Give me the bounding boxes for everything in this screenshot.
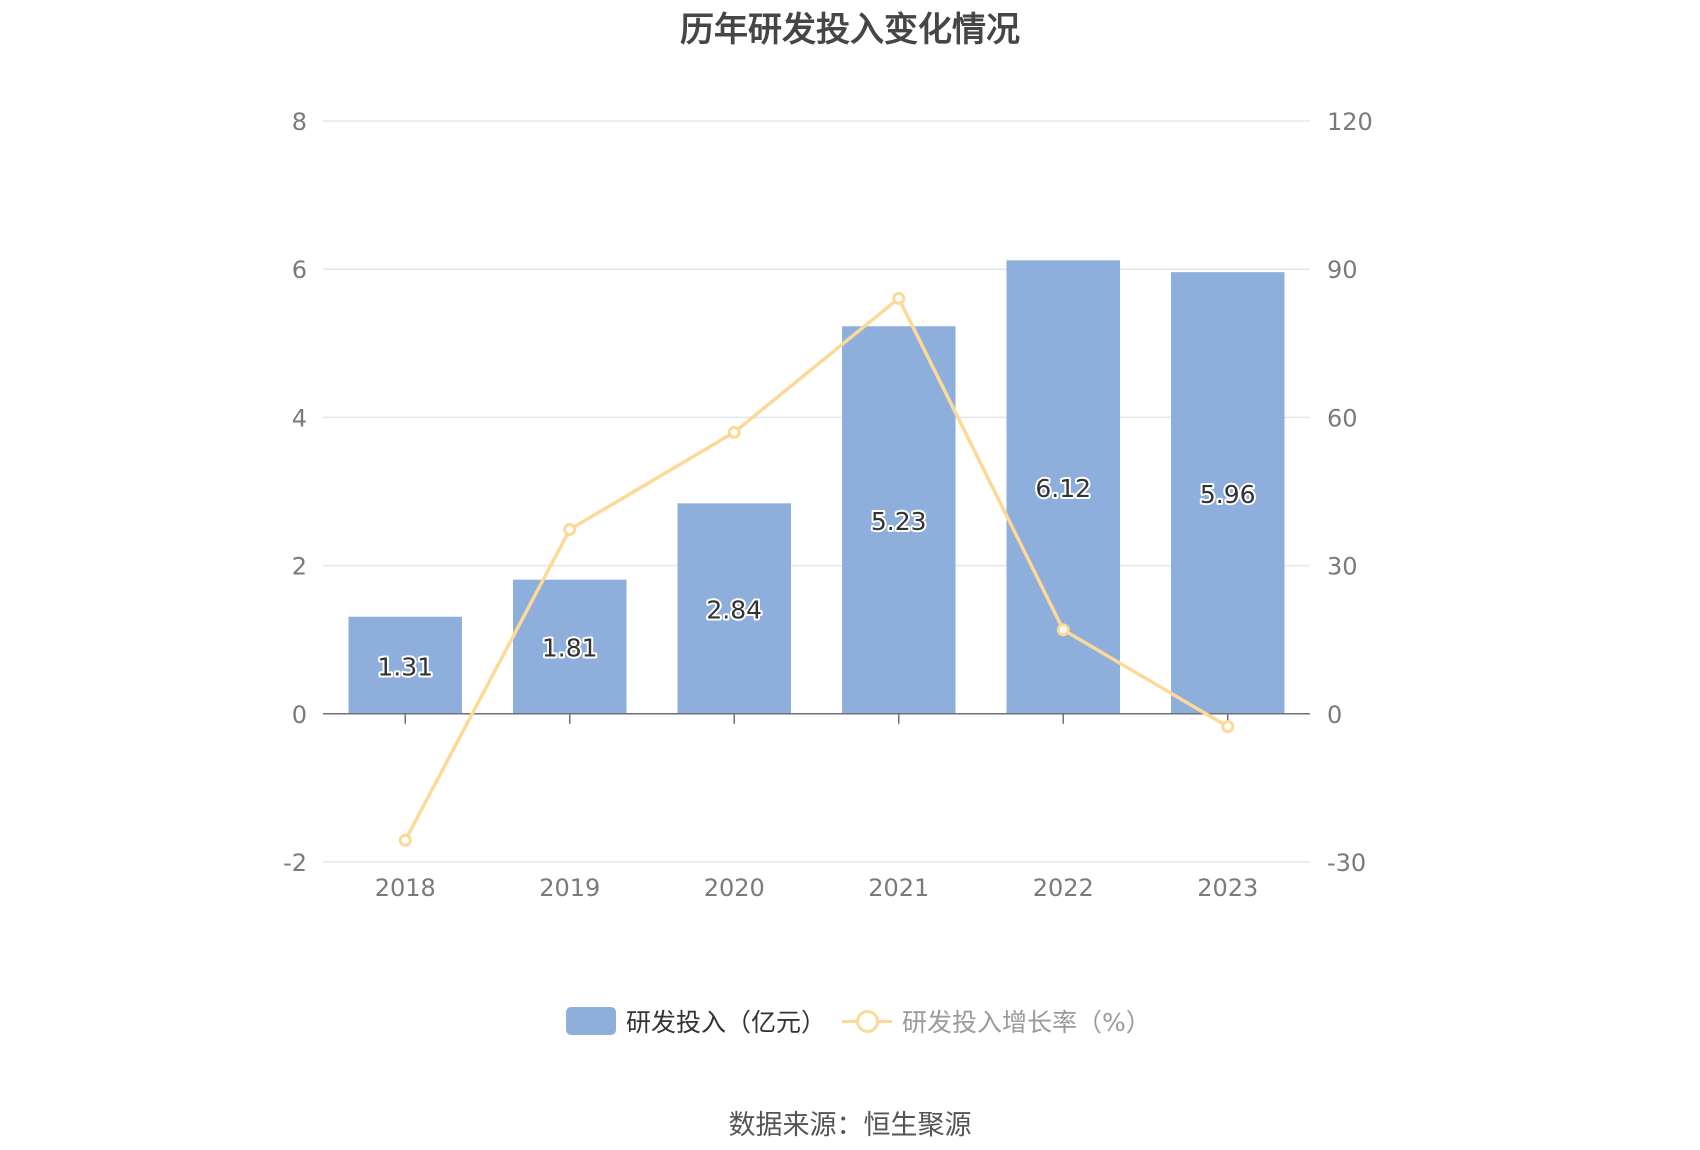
y-left-tick-label: 2 xyxy=(292,553,307,581)
y-right-tick-label: -30 xyxy=(1327,849,1366,877)
bar[interactable] xyxy=(1170,272,1285,714)
grid-layer xyxy=(323,120,1310,863)
label-layer: 1.31 1.81 2.84 5.23 6.12 5.96 xyxy=(375,472,1257,683)
growth-point[interactable] xyxy=(563,523,577,537)
bar-value-label: 5.23 xyxy=(871,507,927,536)
x-tick-label: 2022 xyxy=(1033,874,1094,902)
legend-line-swatch xyxy=(842,1007,892,1035)
y-left-tick-label: 8 xyxy=(292,108,307,136)
bar-value-label: 5.96 xyxy=(1200,480,1256,509)
y-left-tick-label: 4 xyxy=(292,404,307,432)
legend-line-label: 研发投入增长率（%） xyxy=(902,1008,1151,1037)
growth-point[interactable] xyxy=(1056,623,1070,637)
line-layer xyxy=(398,291,1235,847)
bar[interactable] xyxy=(1006,260,1121,714)
x-tick-label: 2018 xyxy=(375,874,436,902)
legend-item-rd-investment[interactable]: 研发投入（亿元） xyxy=(566,1003,826,1039)
growth-line xyxy=(403,296,1229,842)
bar-layer xyxy=(348,260,1285,714)
y-right-tick-label: 120 xyxy=(1327,108,1373,136)
legend-item-growth-rate[interactable]: 研发投入增长率（%） xyxy=(842,1003,1151,1039)
bar[interactable] xyxy=(348,616,463,714)
bar-value-label: 1.81 xyxy=(542,634,598,663)
bar-value-label: 1.31 xyxy=(377,652,433,681)
y-left-tick-label: -2 xyxy=(283,849,307,877)
x-tick-label: 2019 xyxy=(539,874,600,902)
y-right-tick-label: 0 xyxy=(1327,701,1342,729)
x-tick-label: 2020 xyxy=(704,874,765,902)
axis-layer: -2 -30 0 0 2 30 4 60 6 90 8 120 2018 2019 2020 2021 2022… xyxy=(283,108,1373,902)
data-source: 数据来源：恒生聚源 xyxy=(728,1110,972,1141)
y-right-tick-label: 90 xyxy=(1327,256,1358,284)
x-tick-label: 2021 xyxy=(868,874,929,902)
bar-value-label: 6.12 xyxy=(1035,474,1091,503)
bar[interactable] xyxy=(677,503,792,714)
y-right-tick-label: 60 xyxy=(1327,404,1358,432)
legend-bar-label: 研发投入（亿元） xyxy=(626,1008,827,1037)
growth-point[interactable] xyxy=(1221,720,1235,734)
bar-value-label: 2.84 xyxy=(706,596,762,625)
y-left-tick-label: 6 xyxy=(292,256,307,284)
growth-point[interactable] xyxy=(727,425,741,439)
x-tick-label: 2023 xyxy=(1197,874,1258,902)
legend-bar-swatch xyxy=(566,1007,616,1035)
growth-point[interactable] xyxy=(892,291,906,305)
y-left-tick-label: 0 xyxy=(292,701,307,729)
chart-title: 历年研发投入变化情况 xyxy=(680,10,1020,50)
bar[interactable] xyxy=(841,326,956,714)
growth-point[interactable] xyxy=(398,833,412,847)
y-right-tick-label: 30 xyxy=(1327,553,1358,581)
